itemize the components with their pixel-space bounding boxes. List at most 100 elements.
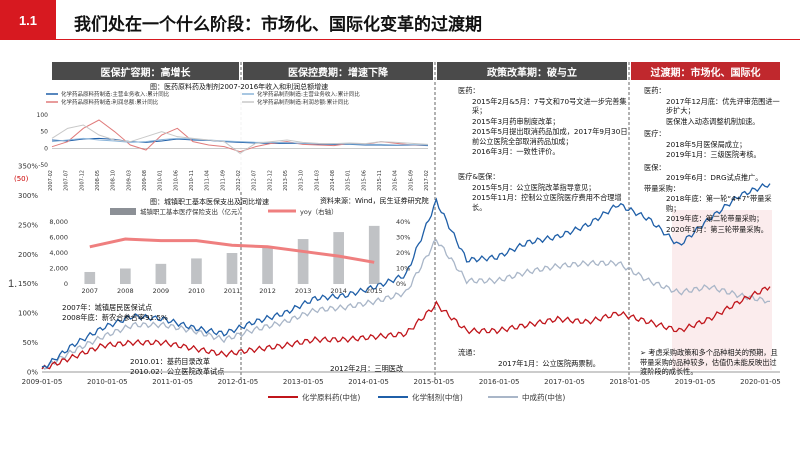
inset2-x-tick: 2008 xyxy=(117,287,134,295)
inset1-background xyxy=(40,82,432,190)
inset1-x-tick: 2015-11 xyxy=(377,170,383,191)
note-line: 2015年3月药审制度改革； xyxy=(472,116,560,126)
x-tick-label: 2012-01-05 xyxy=(218,378,259,386)
note-line: 2019年1月：三级医院考核。 xyxy=(666,150,761,159)
inset2-y-tick-right: 40% xyxy=(396,218,410,226)
note-line: 2016年3月：一致性评价。 xyxy=(472,147,560,156)
y-tick-label: 100% xyxy=(18,310,38,318)
inset1-x-tick: 2008-05 xyxy=(95,170,101,191)
legend-label: 化学原料药(中信) xyxy=(302,392,360,402)
inset2-x-tick: 2015 xyxy=(366,287,383,295)
inset1-series-2 xyxy=(51,137,429,146)
note-line: 2017年1月：公立医院两票制。 xyxy=(498,358,600,368)
section-badge: 1.1 xyxy=(0,0,56,40)
note-line: 2020年1月：第三轮带量采购。 xyxy=(666,224,768,234)
x-tick-label: 2015-01-05 xyxy=(414,378,455,386)
inset1-x-tick: 2011-04 xyxy=(205,170,211,191)
phase-label-1: 医保扩容期：高增长 xyxy=(52,62,239,80)
legend-label: 中成药(中信) xyxy=(522,392,565,402)
y-tick-label: 150% xyxy=(18,280,38,288)
note-line: 2015年2月&5月：7号文和70号文进一步完善集采； xyxy=(472,96,627,116)
note-line: 2019年底：第二轮带量采购； xyxy=(666,214,764,223)
inset1-x-tick: 2017-02 xyxy=(424,170,430,191)
inset1-x-tick: 2010-01 xyxy=(158,170,164,191)
inset2-bar xyxy=(333,232,344,284)
inset2-x-tick: 2010 xyxy=(188,287,205,295)
inset1-x-tick: 2011-09 xyxy=(220,170,226,191)
x-tick-label: 2018-01-05 xyxy=(609,378,650,386)
phase-label-3: 政策改革期：破与立 xyxy=(437,62,627,80)
inset2-bar xyxy=(297,239,309,284)
inset2-bar xyxy=(120,268,131,284)
inset1-x-tick: 2009-03 xyxy=(126,170,132,191)
phase-label-4: 过渡期：市场化、国际化 xyxy=(631,62,780,80)
inset2-yoy-line xyxy=(89,237,375,264)
inset1-x-tick: 2012-02 xyxy=(236,170,242,191)
note-title: 带量采购： xyxy=(644,183,680,193)
page-number: 1. xyxy=(8,278,18,290)
inset2-y-tick-left: 6,000 xyxy=(49,234,68,242)
inset1-y-tick: 50 xyxy=(40,129,48,136)
note-line: 2007年：城镇居民医保试点 xyxy=(62,303,153,312)
note-line: 2008年底：新农合参合率91.5% xyxy=(62,312,168,322)
x-tick-label: 2013-01-05 xyxy=(283,378,324,386)
inset2-x-tick: 2012 xyxy=(259,287,276,295)
x-tick-label: 2011-01-05 xyxy=(152,378,193,386)
y-tick-label: 0% xyxy=(27,369,38,377)
inset2-legend-bar-swatch xyxy=(110,208,136,215)
inset1-x-tick: 2007-07 xyxy=(64,170,70,191)
inset2-bar xyxy=(84,271,96,284)
note-2017-distribution: 流通： 2017年1月：公立医院两票制。 xyxy=(458,348,628,368)
note-title: 医疗&医保： xyxy=(458,172,500,181)
inset2-x-tick: 2009 xyxy=(153,287,170,295)
note-line: 2017年12月底：优先评审范围进一步扩大； xyxy=(666,96,780,116)
inset1-x-tick: 2008-10 xyxy=(111,170,117,191)
inset2-y-tick-left: 8,000 xyxy=(49,218,68,226)
inset2-bar xyxy=(262,246,273,284)
inset2-bar xyxy=(155,263,167,284)
note-line: 2012年2月：三明医改 xyxy=(330,364,404,373)
inset2-x-tick: 2011 xyxy=(224,287,241,295)
inset1-x-tick: 2016-09 xyxy=(408,170,414,191)
inset1-x-tick: 2012-07 xyxy=(252,170,258,191)
x-tick-label: 2017-01-05 xyxy=(544,378,585,386)
inset1-series-0 xyxy=(51,137,429,147)
inset1-x-tick: 2016-04 xyxy=(393,170,399,191)
inset1-x-tick: 2010-11 xyxy=(189,170,195,191)
legend-label: 化学制剂(中信) xyxy=(412,392,463,402)
inset1-x-tick: 2014-03 xyxy=(314,170,320,191)
phase-label-2: 医保控费期：增速下降 xyxy=(243,62,433,80)
inset1-x-tick: 2015-06 xyxy=(361,170,367,191)
note-conclusion: ➢ 考虑采购政策和多个品种相关的预期，且带量采购的品种较多，估值仍未能反映出过渡… xyxy=(640,348,778,376)
inset2-y-tick-right: 10% xyxy=(396,265,410,273)
note-line: 2019年6月：DRG试点推广。 xyxy=(666,173,763,182)
inset1-x-tick: 2013-05 xyxy=(283,170,289,191)
inset1-title: 图：医药原料药及制剂2007-2016年收入和利润总额增速 xyxy=(150,82,328,91)
inset1-x-tick: 2014-08 xyxy=(330,170,336,191)
inset1-x-tick: 2012-12 xyxy=(267,170,273,191)
header-divider xyxy=(0,39,800,40)
x-tick-label: 2010-01-05 xyxy=(87,378,128,386)
y-tick-label: 350% xyxy=(18,163,38,171)
inset2-bar xyxy=(368,225,380,284)
note-line: 2015年11月：控制公立医院医疗费用不合理增长。 xyxy=(472,193,622,212)
note-title: 医药： xyxy=(458,86,480,95)
inset1-x-tick: 2015-01 xyxy=(346,170,352,191)
inset1-x-tick: 2013-10 xyxy=(299,170,305,191)
series-line-0 xyxy=(41,286,771,370)
note-2015-pharma: 医药： 2015年2月&5月：7号文和70号文进一步完善集采； 2015年3月药… xyxy=(458,86,628,157)
inset1-series-3 xyxy=(51,124,429,154)
inset2-y-tick-right: 20% xyxy=(396,249,410,257)
inset2-bar xyxy=(226,253,238,284)
note-line: 2010.02：公立医院改革试点 xyxy=(130,366,225,376)
y-note: (50) xyxy=(14,175,29,183)
note-transition: 医药： 2017年12月底：优先评审范围进一步扩大； 医保准入动态调整机制加速。… xyxy=(644,86,784,234)
inset1-legend-label: 化学药品原料药制造:利润总额:累计同比 xyxy=(61,98,159,106)
inset2-title: 图：城镇职工基本医保支出及同比增速 xyxy=(150,197,269,206)
series-line-2 xyxy=(41,239,771,370)
inset1-legend-label: 化学药品制剂制造:利润总额:累计同比 xyxy=(257,98,349,106)
x-tick-label: 2009-01-05 xyxy=(22,378,63,386)
note-line: 2015年5月提出取消药品加成，2017年9月30日前公立医院全部取消药品加成； xyxy=(472,127,628,146)
inset2-y-tick-right: 0% xyxy=(396,280,406,288)
note-title: 医药： xyxy=(644,86,666,95)
